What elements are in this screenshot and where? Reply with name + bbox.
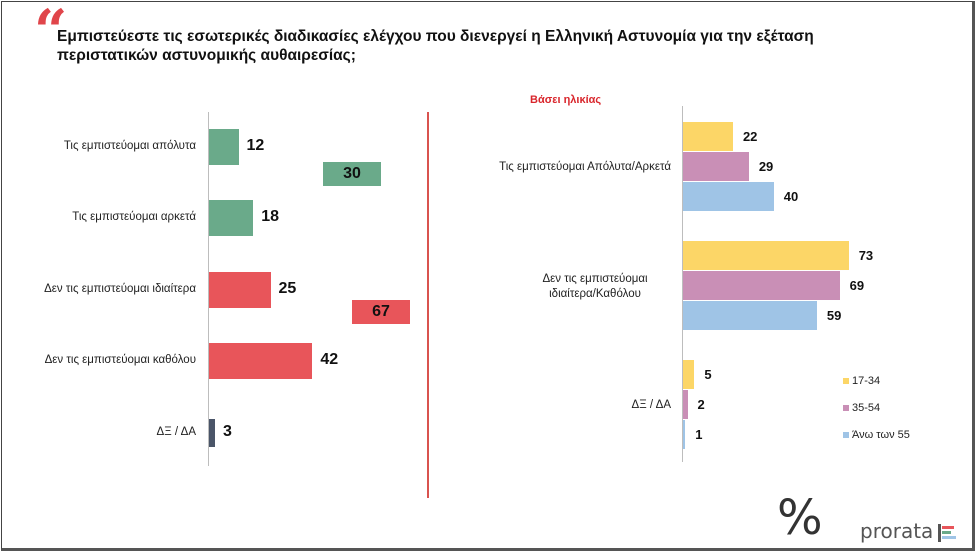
category-label: ΔΞ / ΔΑ xyxy=(156,426,196,438)
bar xyxy=(683,271,840,300)
quote-mark-icon: “ xyxy=(34,0,68,65)
total-box: 30 xyxy=(323,162,381,186)
data-label: 73 xyxy=(858,248,874,263)
legend-label: 17-34 xyxy=(852,375,881,387)
data-label: 5 xyxy=(704,367,712,382)
bar xyxy=(683,182,774,211)
legend-label: Άνω των 55 xyxy=(852,429,910,441)
data-label: 40 xyxy=(783,189,799,204)
legend-item: 35-54 xyxy=(843,401,880,415)
category-label: Τις εμπιστεύομαι απόλυτα xyxy=(63,140,196,152)
left-chart-axis xyxy=(208,112,209,466)
data-label: 2 xyxy=(697,397,705,412)
data-label: 25 xyxy=(278,280,297,297)
question-title: Εμπιστεύεστε τις εσωτερικές διαδικασίες … xyxy=(57,28,814,64)
bar xyxy=(209,272,271,308)
brand-name: prorata xyxy=(860,519,934,543)
category-label: Δεν τις εμπιστεύομαι καθόλου xyxy=(44,354,196,366)
data-label: 42 xyxy=(320,351,339,368)
category-label: Τις εμπιστεύομαι Απόλυτα/Αρκετά xyxy=(499,161,671,173)
bar xyxy=(683,420,686,449)
bar xyxy=(683,390,688,419)
data-label: 59 xyxy=(826,308,842,323)
bar xyxy=(209,343,313,379)
panel-divider xyxy=(427,112,429,498)
right-chart-title: Βάσει ηλικίας xyxy=(530,94,602,106)
data-label: 29 xyxy=(758,159,774,174)
category-label: Δεν τις εμπιστεύομαι ιδιαίτερα/Καθόλου xyxy=(542,273,648,300)
bar xyxy=(683,241,849,270)
brand-bars-icon xyxy=(938,524,956,542)
data-label: 1 xyxy=(695,427,703,442)
category-label: Τις εμπιστεύομαι αρκετά xyxy=(72,211,196,223)
data-label: 18 xyxy=(261,208,280,225)
category-label: ΔΞ / ΔΑ xyxy=(631,399,671,411)
legend-item: 17-34 xyxy=(843,374,880,388)
bar xyxy=(683,301,817,330)
data-label: 22 xyxy=(742,129,758,144)
legend-label: 35-54 xyxy=(852,402,881,414)
total-box: 67 xyxy=(352,300,410,324)
right-chart-axis xyxy=(682,106,683,462)
data-label: 12 xyxy=(246,137,265,154)
category-label: Δεν τις εμπιστεύομαι ιδιαίτερα xyxy=(44,283,196,295)
bar xyxy=(209,419,215,447)
bar xyxy=(683,360,695,389)
percent-logo-icon: % xyxy=(777,490,823,546)
legend-item: Άνω των 55 xyxy=(843,428,910,442)
bar xyxy=(209,200,254,236)
legend-swatch xyxy=(843,405,849,412)
data-label: 3 xyxy=(223,423,232,440)
bar xyxy=(209,129,239,165)
legend-swatch xyxy=(843,432,849,439)
bar xyxy=(683,152,749,181)
legend-swatch xyxy=(843,378,849,385)
data-label: 69 xyxy=(849,278,865,293)
bar xyxy=(683,122,733,151)
